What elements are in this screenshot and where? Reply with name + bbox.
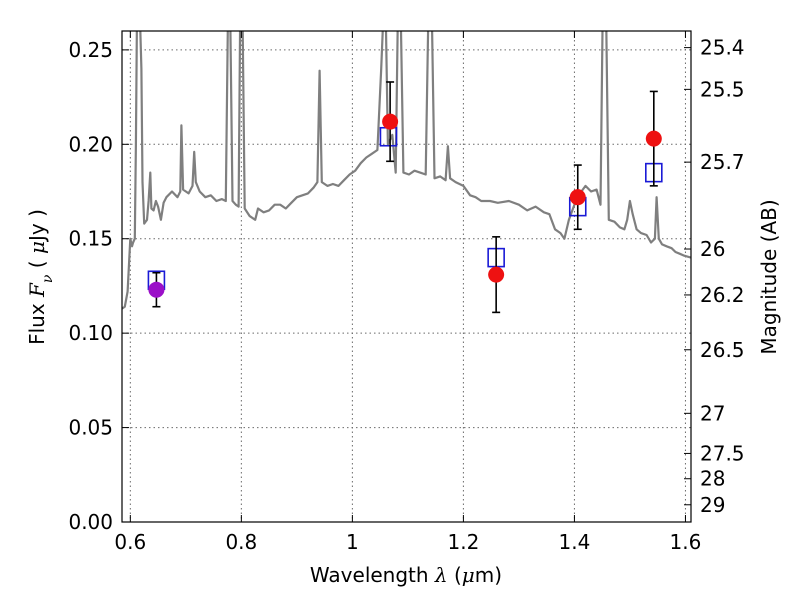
y-tick-label: 0.00 (68, 510, 113, 534)
plot-area-background (122, 31, 691, 522)
observed-points (148, 113, 662, 298)
plot-frame (121, 30, 692, 523)
y-tick-label: 0.05 (68, 416, 113, 440)
x-tick-label: 1.2 (447, 530, 479, 554)
y-axis-label: Flux Fν ( μJy ) (25, 209, 56, 345)
right-tick-label: 27 (700, 401, 725, 425)
y-axis-ticks: 0.00 0.05 0.10 0.15 0.20 0.25 (68, 38, 129, 534)
right-tick-label: 26.5 (700, 338, 745, 362)
right-tick-label: 26 (700, 237, 725, 261)
observed-flux-marker (382, 113, 399, 130)
right-tick-label: 29 (700, 493, 725, 517)
observed-flux-marker (488, 266, 505, 283)
y-tick-label: 0.20 (68, 132, 113, 156)
sed-template-curve (122, 31, 691, 310)
right-tick-label: 26.2 (700, 283, 745, 307)
x-tick-label: 1 (346, 530, 359, 554)
y-tick-label: 0.25 (68, 38, 113, 62)
x-tick-label: 0.8 (225, 530, 257, 554)
x-tick-label: 1.6 (670, 530, 702, 554)
x-axis-ticks: 0.6 0.8 1 1.2 1.4 1.6 (114, 31, 701, 554)
observed-flux-marker (569, 189, 586, 206)
observed-flux-marker (645, 130, 662, 147)
right-tick-label: 25.5 (700, 77, 745, 101)
x-axis-label: Wavelength λ (μm) (310, 563, 502, 587)
x-tick-label: 0.6 (114, 530, 146, 554)
y-tick-label: 0.10 (68, 321, 113, 345)
right-axis-label: Magnitude (AB) (757, 199, 781, 354)
right-tick-label: 25.7 (700, 150, 745, 174)
right-tick-label: 25.4 (700, 36, 745, 60)
observed-flux-marker (148, 281, 165, 298)
right-tick-label: 27.5 (700, 441, 745, 465)
y-tick-label: 0.15 (68, 227, 113, 251)
right-tick-label: 28 (700, 467, 725, 491)
x-tick-label: 1.4 (559, 530, 591, 554)
